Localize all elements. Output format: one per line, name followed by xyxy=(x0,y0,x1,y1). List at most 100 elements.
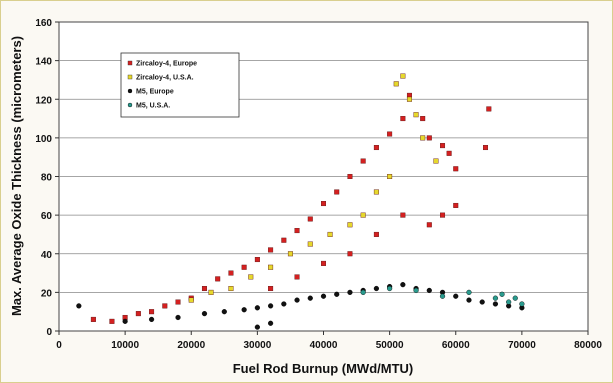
data-point xyxy=(420,135,426,141)
data-point xyxy=(483,145,489,151)
data-point xyxy=(76,303,82,309)
data-point xyxy=(373,145,379,151)
data-point xyxy=(201,286,207,292)
data-point xyxy=(347,251,353,257)
data-point xyxy=(426,135,432,141)
data-point xyxy=(347,222,353,228)
data-point xyxy=(440,143,446,149)
x-tick-label: 50000 xyxy=(376,340,404,351)
legend-label: M5, Europe xyxy=(136,89,174,96)
data-point xyxy=(400,116,406,122)
data-point xyxy=(347,173,353,179)
y-tick-label: 100 xyxy=(35,134,52,145)
data-point xyxy=(466,297,472,303)
y-tick-label: 0 xyxy=(46,327,52,338)
data-point xyxy=(360,289,366,295)
data-point xyxy=(453,293,459,299)
data-point xyxy=(175,299,181,305)
data-point xyxy=(327,231,333,237)
y-tick-label: 120 xyxy=(35,95,52,106)
data-point xyxy=(281,237,287,243)
data-point xyxy=(360,158,366,164)
legend-swatch xyxy=(127,88,133,94)
legend-box xyxy=(120,52,240,118)
data-point xyxy=(486,106,492,112)
x-tick-label: 80000 xyxy=(574,340,602,351)
data-point xyxy=(268,320,274,326)
data-point xyxy=(294,228,300,234)
legend-swatch xyxy=(127,60,133,66)
data-point xyxy=(321,201,327,207)
data-point xyxy=(149,309,155,315)
data-point xyxy=(400,212,406,218)
x-axis-title: Fuel Rod Burnup (MWd/MTU) xyxy=(233,361,414,376)
y-tick-label: 60 xyxy=(41,211,53,222)
data-point xyxy=(426,222,432,228)
x-tick-label: 60000 xyxy=(442,340,470,351)
data-point xyxy=(420,116,426,122)
x-tick-label: 40000 xyxy=(310,340,338,351)
data-point xyxy=(519,301,525,307)
legend-label: Zircaloy-4, U.S.A. xyxy=(136,75,194,82)
data-point xyxy=(307,295,313,301)
data-point xyxy=(400,73,406,79)
data-point xyxy=(221,309,227,315)
data-point xyxy=(188,297,194,303)
data-point xyxy=(135,311,141,317)
data-point xyxy=(287,251,293,257)
data-point xyxy=(228,270,234,276)
data-point xyxy=(228,286,234,292)
data-point xyxy=(321,260,327,266)
data-point xyxy=(254,305,260,311)
data-point xyxy=(175,314,181,321)
data-point xyxy=(268,247,274,253)
x-axis-ticks: 0 10000 20000 30000 40000 50000 60000 70000 8000… xyxy=(56,331,602,351)
y-axis-ticks: 0 20 40 60 80 100 120 140 160 xyxy=(35,18,59,338)
y-axis-title: Max. Average Oxide Thickness (micrometer… xyxy=(9,36,24,316)
data-point xyxy=(248,274,254,280)
data-point xyxy=(387,131,393,137)
data-point xyxy=(320,293,327,299)
data-point xyxy=(307,216,313,222)
data-point xyxy=(406,96,412,102)
data-point xyxy=(492,295,499,301)
series-m5-europe xyxy=(76,282,525,330)
data-point xyxy=(512,295,518,301)
legend-swatch xyxy=(127,102,133,108)
data-point xyxy=(413,112,419,118)
gridlines xyxy=(59,60,588,293)
data-point xyxy=(215,276,221,282)
data-point xyxy=(254,324,260,330)
data-point xyxy=(334,291,340,297)
data-point xyxy=(426,287,432,294)
x-tick-label: 10000 xyxy=(111,340,139,351)
data-point xyxy=(294,297,300,303)
data-point xyxy=(453,202,459,208)
y-tick-label: 140 xyxy=(35,57,52,68)
x-tick-label: 70000 xyxy=(508,340,536,351)
data-point xyxy=(241,264,247,270)
data-point xyxy=(294,274,300,280)
data-point xyxy=(281,301,287,307)
legend-swatch xyxy=(127,74,133,80)
y-tick-label: 80 xyxy=(41,173,53,184)
data-point xyxy=(307,241,313,247)
x-tick-label: 0 xyxy=(56,340,62,351)
series-zircaloy-4-u-s-a xyxy=(188,73,439,303)
data-point xyxy=(373,189,379,195)
y-tick-label: 160 xyxy=(35,18,52,29)
data-point xyxy=(208,289,214,295)
data-points xyxy=(76,73,525,330)
data-point xyxy=(122,318,128,324)
data-point xyxy=(433,158,439,164)
legend-label: M5, U.S.A. xyxy=(136,103,170,110)
data-point xyxy=(268,303,274,309)
data-point xyxy=(446,150,452,156)
x-tick-label: 20000 xyxy=(177,340,205,351)
series-m5-u-s-a xyxy=(360,285,525,307)
data-point xyxy=(241,307,247,313)
legend: Zircaloy-4, Europe Zircaloy-4, U.S.A. M5, … xyxy=(120,52,240,118)
data-point xyxy=(387,173,393,179)
